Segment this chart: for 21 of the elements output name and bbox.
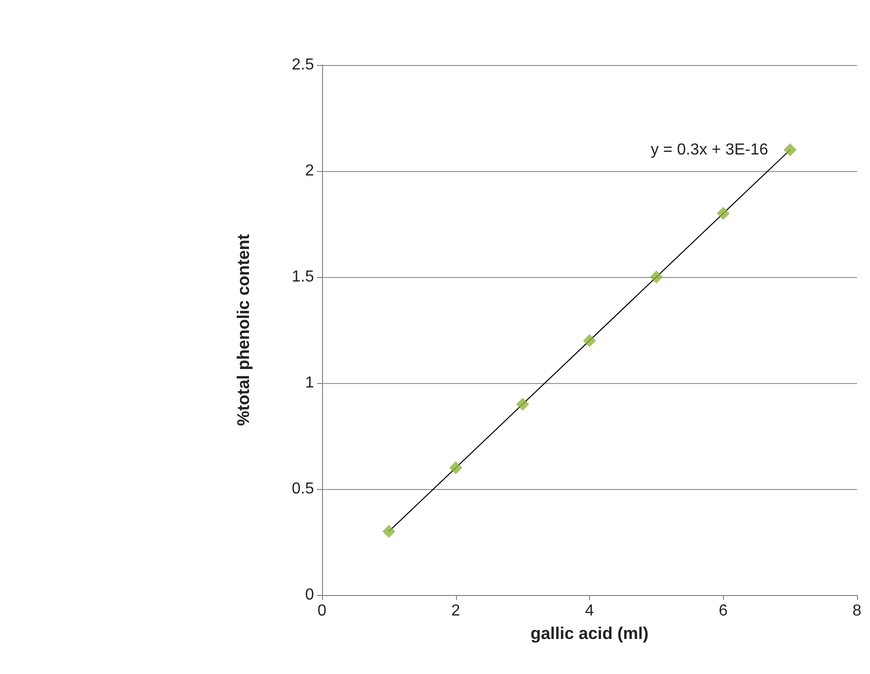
point: [449, 461, 462, 474]
point: [516, 398, 530, 411]
y-tick-label: 1: [305, 374, 314, 392]
y-tick-label: 2: [305, 162, 314, 180]
y-tick-label: 1.5: [292, 268, 314, 286]
y-axis-title: %total phenolic content: [234, 234, 253, 426]
x-tick-label: 6: [718, 602, 728, 620]
point: [716, 206, 730, 220]
y-tick-label: 0: [305, 586, 314, 604]
point: [583, 334, 596, 348]
point: [382, 524, 396, 538]
annotation: y = 0.3x + 3E-16: [650, 141, 768, 158]
x-axis-title: gallic acid (ml): [530, 624, 649, 643]
x-tick-label: 8: [852, 602, 862, 620]
x-tick-label: 0: [318, 602, 327, 620]
y-tick-label: 2.5: [292, 56, 314, 74]
point: [784, 143, 797, 156]
y-tick-label: 0.5: [292, 480, 314, 498]
point: [650, 270, 663, 284]
x-tick-label: 4: [585, 602, 594, 620]
x-tick-label: 2: [451, 602, 460, 620]
